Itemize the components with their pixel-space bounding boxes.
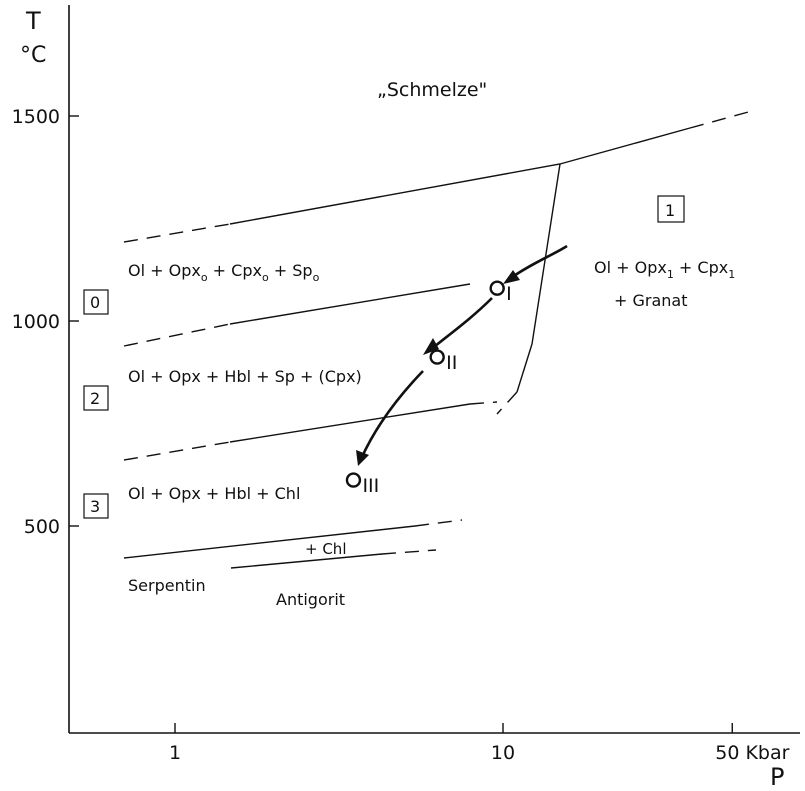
x-tick-label: 10 — [491, 742, 515, 764]
field-1-assemblage: Ol + Opx1 + Cpx1 — [594, 258, 735, 281]
sample-point-marker — [429, 349, 445, 365]
field-1-box — [657, 195, 685, 223]
solidus-line — [229, 127, 691, 225]
garnet-boundary-lower — [516, 343, 533, 393]
x-tick-label: 1 — [169, 742, 181, 764]
field-3-number: 3 — [90, 497, 100, 516]
solidus-right-dashed — [689, 110, 753, 129]
melt-label: „Schmelze" — [377, 79, 487, 101]
field-2-box — [83, 385, 109, 411]
field-1-number: 1 — [665, 201, 675, 220]
sample-point-label: II — [446, 352, 457, 374]
chl-label: + Chl — [305, 540, 346, 558]
field-2-assemblage: Ol + Opx + Hbl + Sp + (Cpx) — [128, 367, 362, 386]
field-0-number: 0 — [90, 293, 100, 312]
arrowhead-3 — [356, 450, 369, 466]
chl-lower-dashed — [381, 549, 437, 555]
chl-upper-dashed — [414, 519, 463, 527]
field-0-box — [83, 289, 109, 315]
x-axis-title-P: P — [770, 763, 784, 791]
field-2-number: 2 — [90, 389, 100, 408]
field-0-assemblage: Ol + Opxo + Cpxo + Spo — [128, 261, 320, 284]
garnet-boundary-upper — [531, 163, 561, 345]
sample-point-marker — [489, 280, 505, 296]
antigorit-label: Antigorit — [276, 590, 345, 609]
boundary-2-3-end-dashed — [469, 401, 498, 405]
boundary-0-2 — [229, 283, 471, 325]
pt-path-curve — [428, 297, 493, 352]
serpentin-label: Serpentin — [128, 576, 206, 595]
garnet-boundary-dashed — [496, 391, 518, 415]
boundary-2-3 — [229, 403, 471, 443]
sample-point-label: III — [362, 475, 379, 497]
y-tick-label: 1500 — [12, 106, 60, 128]
arrowhead-2 — [423, 338, 439, 355]
chl-upper-boundary — [123, 525, 416, 559]
x-tick-label: 50 Kbar — [715, 742, 789, 764]
boundary-2-3-dashed — [123, 441, 231, 461]
sample-point-marker — [345, 472, 362, 488]
y-axis-title-T: T — [25, 7, 41, 35]
boundary-0-2-dashed — [123, 323, 231, 347]
sample-point-label: I — [506, 283, 512, 305]
field-3-assemblage: Ol + Opx + Hbl + Chl — [128, 484, 300, 503]
y-tick-label: 500 — [24, 516, 60, 538]
pt-path-curve — [359, 370, 424, 460]
field-3-box — [83, 493, 109, 519]
chl-lower-boundary — [230, 553, 383, 569]
pt-path-curve — [507, 244, 568, 282]
arrowhead-1 — [503, 270, 520, 284]
y-tick-label: 1000 — [12, 311, 60, 333]
y-axis-title-unit: °C — [20, 43, 46, 68]
field-1-garnet: + Granat — [614, 291, 688, 310]
solidus-left-dashed — [123, 223, 231, 243]
